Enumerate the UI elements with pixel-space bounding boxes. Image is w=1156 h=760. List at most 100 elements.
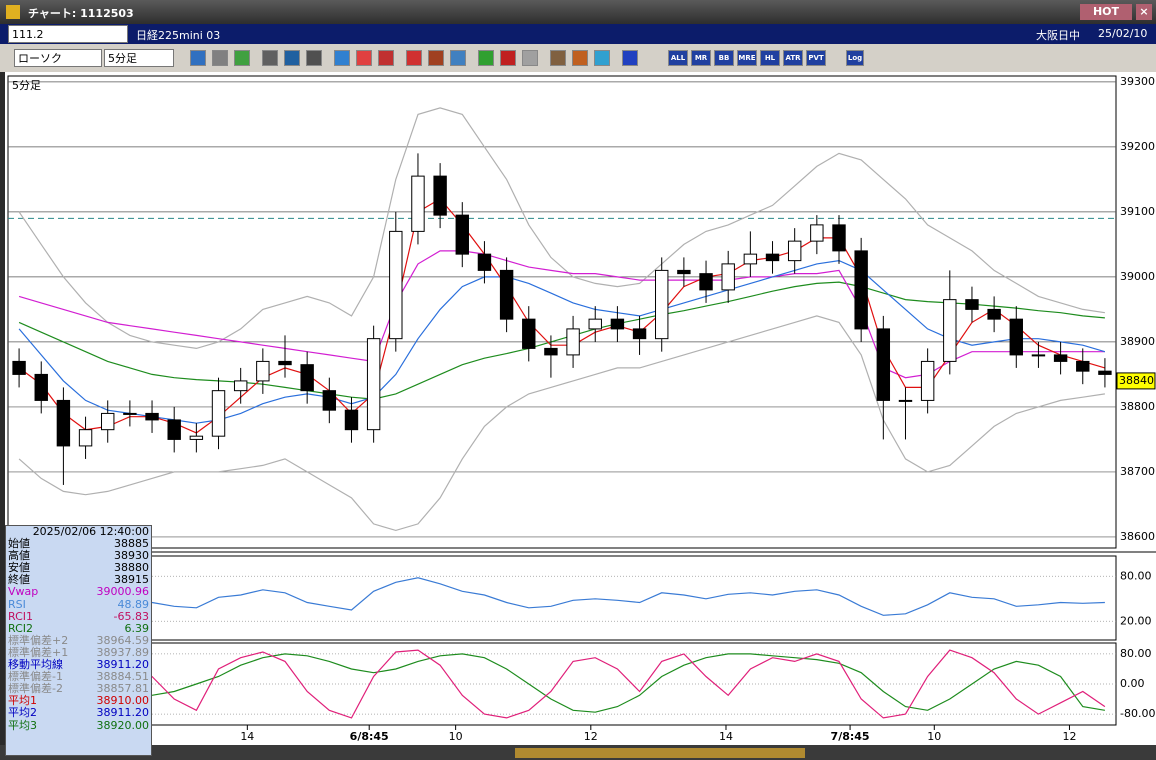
candle-body [632, 328, 647, 340]
date: 25/02/10 [1098, 27, 1148, 40]
candle-body [655, 269, 669, 340]
info-value: 38930 [114, 549, 149, 563]
tool-button[interactable] [522, 50, 538, 66]
line-series [18, 577, 1105, 616]
line-series [18, 653, 1105, 713]
candle-body [810, 224, 824, 242]
panel-frame [7, 75, 1117, 549]
info-label: 終値 [8, 573, 30, 587]
candle-body [123, 412, 137, 415]
info-value: 38911.20 [96, 658, 150, 672]
tool-button[interactable] [622, 50, 638, 66]
candle-body [765, 253, 780, 262]
tool-button[interactable] [212, 50, 228, 66]
x-tick-label: 14 [719, 730, 733, 743]
info-value: 38857.81 [96, 682, 150, 696]
tool-button[interactable] [284, 50, 300, 66]
candle-body [920, 360, 935, 401]
y-tick-label: 80.00 [1120, 647, 1152, 660]
tool-button[interactable]: MRE [737, 50, 757, 66]
candle-body [145, 412, 159, 421]
tool-button[interactable]: MR [691, 50, 711, 66]
tool-button[interactable] [594, 50, 610, 66]
candle-body [1009, 318, 1023, 356]
tool-button[interactable] [428, 50, 444, 66]
info-value: 38910.00 [96, 694, 150, 708]
tool-button[interactable]: BB [714, 50, 734, 66]
candle-body [610, 318, 625, 330]
candle-body [189, 435, 204, 440]
chart-type-select[interactable]: ローソク [14, 49, 102, 67]
candle-body [78, 429, 93, 447]
candle-body [101, 412, 115, 431]
hot-button[interactable]: HOT [1080, 4, 1132, 20]
info-row: 始値 38885 [6, 537, 151, 551]
tool-button[interactable]: HL [760, 50, 780, 66]
candle-body [366, 338, 381, 431]
tool-button[interactable] [234, 50, 250, 66]
y-tick-label: 38600 [1120, 530, 1155, 543]
y-tick-label: 38900 [1120, 335, 1155, 348]
candle-body [1031, 354, 1046, 357]
period-select[interactable]: 5分足 [104, 49, 174, 67]
x-tick-label: 12 [1062, 730, 1076, 743]
tool-button[interactable] [356, 50, 372, 66]
tool-button[interactable] [306, 50, 322, 66]
info-label: RCI2 [8, 621, 34, 635]
info-row: 標準偏差-2 38857.81 [6, 683, 151, 695]
code-input[interactable]: 111.2 [8, 25, 128, 43]
candle-body [433, 175, 447, 216]
tool-button[interactable] [334, 50, 350, 66]
tool-button[interactable] [500, 50, 516, 66]
scroll-thumb[interactable] [515, 748, 805, 758]
info-label: 平均2 [8, 706, 37, 720]
tool-button[interactable] [572, 50, 588, 66]
tool-button[interactable]: ATR [783, 50, 803, 66]
x-tick-label: 7/8:45 [831, 730, 870, 743]
y-tick-label: 80.00 [1120, 569, 1152, 582]
info-label: 平均1 [8, 694, 37, 708]
x-tick-label: 10 [449, 730, 463, 743]
x-tick-label: 6/8:45 [350, 730, 389, 743]
info-datetime: 2025/02/06 12:40:00 [32, 525, 149, 538]
info-label: 標準偏差+2 [8, 633, 69, 647]
candle-body [544, 347, 558, 356]
tool-button[interactable]: Log [846, 50, 864, 66]
info-label: 標準偏差-1 [8, 670, 63, 684]
price-marker [1116, 372, 1156, 390]
close-button[interactable]: × [1136, 4, 1152, 20]
info-panel: 2025/02/06 12:40:00 始値 38885 高値 38930 安値 3888… [5, 525, 152, 756]
line-series [18, 315, 1105, 532]
candle-body [56, 399, 71, 447]
info-row: 平均3 38920.00 [6, 719, 151, 732]
tool-button[interactable] [406, 50, 422, 66]
panel-title: 5分足 [12, 79, 41, 92]
tool-button[interactable] [450, 50, 466, 66]
info-row: 終値 38915 [6, 574, 151, 586]
tool-button[interactable]: PVT [806, 50, 826, 66]
info-row: 移動平均線 38911.20 [6, 658, 151, 672]
y-tick-label: 20.00 [1120, 614, 1152, 627]
info-row: 高値 38930 [6, 550, 151, 562]
info-label: 安値 [8, 561, 30, 575]
info-label: 始値 [8, 537, 30, 551]
candle-body [1098, 370, 1112, 375]
info-value: 38884.51 [96, 670, 150, 684]
candle-body [522, 318, 536, 349]
tool-button[interactable] [550, 50, 566, 66]
tool-button[interactable]: ALL [668, 50, 688, 66]
candle-body [566, 328, 580, 356]
line-series [18, 107, 1105, 350]
tool-button[interactable] [378, 50, 394, 66]
x-tick-label: 12 [584, 730, 598, 743]
info-label: 標準偏差-2 [8, 682, 63, 696]
info-label: RSI [8, 597, 26, 611]
candle-body [455, 214, 469, 255]
info-row: RCI1 -65.83 [6, 610, 151, 623]
tool-button[interactable] [478, 50, 494, 66]
tool-button[interactable] [262, 50, 278, 66]
tool-button[interactable] [190, 50, 206, 66]
symbol-bar: 111.2 日経225mini 03 大阪日中 25/02/10 [0, 24, 1156, 44]
